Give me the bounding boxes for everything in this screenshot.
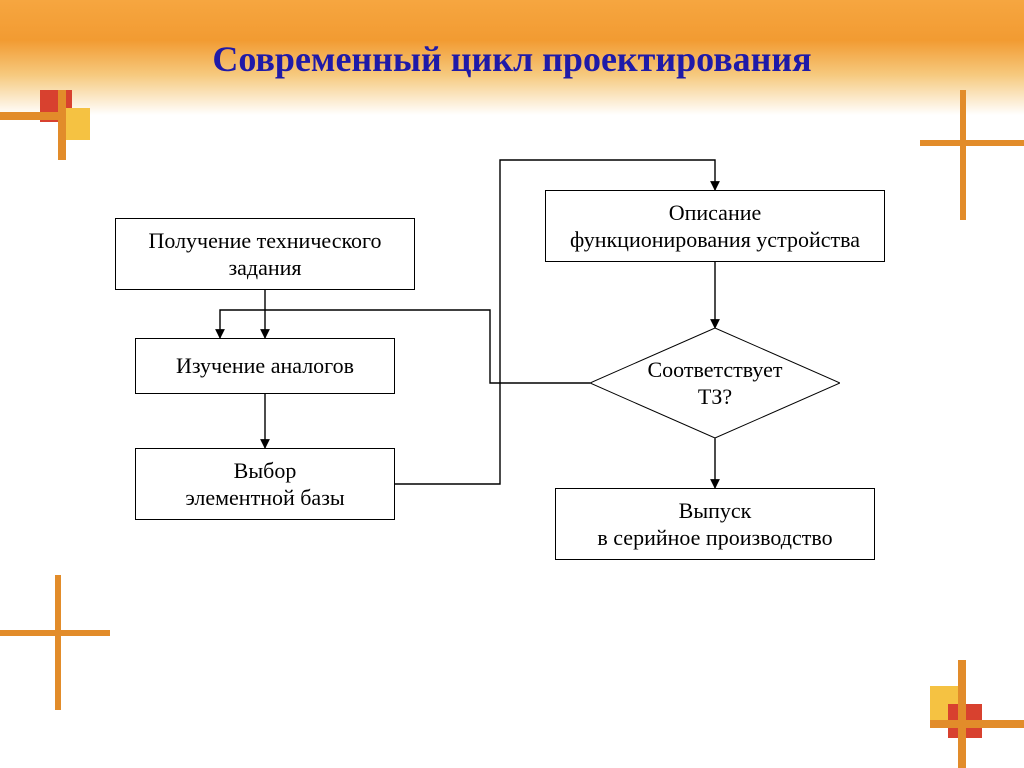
deco-bottom-right-v <box>958 660 966 768</box>
node-label: Описаниефункционирования устройства <box>570 199 860 254</box>
deco-bottom-left-v <box>55 575 61 710</box>
node-receive-spec: Получение техническогозадания <box>115 218 415 290</box>
deco-top-left-h <box>0 112 66 120</box>
node-describe-function: Описаниефункционирования устройства <box>545 190 885 262</box>
node-label: СоответствуетТЗ? <box>647 356 782 411</box>
deco-top-left-v <box>58 90 66 160</box>
node-study-analogs: Изучение аналогов <box>135 338 395 394</box>
deco-top-right-h <box>920 140 1024 146</box>
deco-bottom-right-h <box>930 720 1024 728</box>
node-label: Выборэлементной базы <box>185 457 344 512</box>
slide-title: Современный цикл проектирования <box>0 38 1024 80</box>
node-label: Выпускв серийное производство <box>597 497 832 552</box>
slide-canvas: Современный цикл проектирования Получени… <box>0 0 1024 768</box>
node-label: Получение техническогозадания <box>148 227 381 282</box>
node-label: Изучение аналогов <box>176 352 354 380</box>
node-mass-production: Выпускв серийное производство <box>555 488 875 560</box>
deco-top-right-v <box>960 90 966 220</box>
node-decision-matches-spec: СоответствуетТЗ? <box>590 328 840 438</box>
node-choose-components: Выборэлементной базы <box>135 448 395 520</box>
